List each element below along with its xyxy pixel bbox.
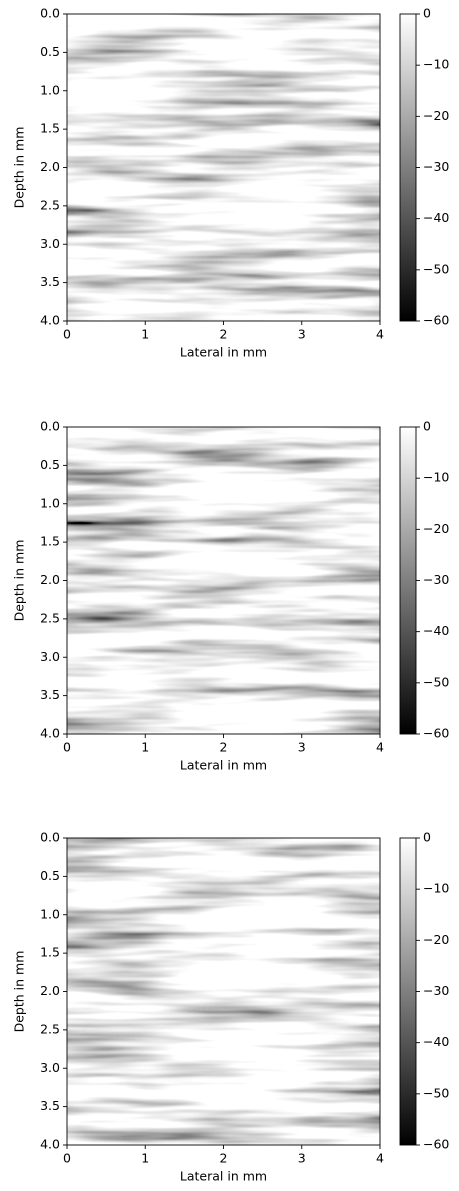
x-tick-label: 2 bbox=[220, 327, 228, 342]
colorbar-tick-label: −50 bbox=[423, 1085, 449, 1100]
colorbar-tick-label: −20 bbox=[423, 932, 449, 947]
x-tick-label: 4 bbox=[376, 1151, 384, 1166]
colorbar-tick-label: 0 bbox=[423, 419, 431, 434]
colorbar-tick-label: −40 bbox=[423, 210, 449, 225]
colorbar-tick-label: −30 bbox=[423, 159, 449, 174]
colorbar-tick-label: −40 bbox=[423, 623, 449, 638]
y-tick-label: 0.0 bbox=[40, 830, 60, 845]
y-tick-label: 0.5 bbox=[40, 457, 60, 472]
y-tick-label: 2.0 bbox=[40, 983, 60, 998]
y-tick-label: 1.0 bbox=[40, 495, 60, 510]
y-tick-label: 0.0 bbox=[40, 419, 60, 434]
y-tick-label: 1.0 bbox=[40, 82, 60, 97]
x-tick-label: 3 bbox=[298, 1151, 306, 1166]
x-tick-label: 3 bbox=[298, 740, 306, 755]
y-tick-label: 3.5 bbox=[40, 274, 60, 289]
y-tick-label: 2.0 bbox=[40, 572, 60, 587]
colorbar-tick-label: −60 bbox=[423, 313, 449, 328]
y-tick-label: 1.0 bbox=[40, 906, 60, 921]
x-tick-label: 2 bbox=[220, 1151, 228, 1166]
x-tick-label: 4 bbox=[376, 327, 384, 342]
colorbar-tick-label: −20 bbox=[423, 108, 449, 123]
colorbar-tick-label: −10 bbox=[423, 881, 449, 896]
y-tick-label: 3.5 bbox=[40, 1098, 60, 1113]
x-tick-label: 0 bbox=[63, 327, 71, 342]
speckle-image bbox=[67, 427, 380, 734]
y-tick-label: 1.5 bbox=[40, 945, 60, 960]
y-tick-label: 3.0 bbox=[40, 649, 60, 664]
y-tick-label: 1.5 bbox=[40, 534, 60, 549]
x-tick-label: 0 bbox=[63, 740, 71, 755]
colorbar-tick-label: −50 bbox=[423, 261, 449, 276]
x-tick-label: 1 bbox=[141, 1151, 149, 1166]
x-tick-label: 0 bbox=[63, 1151, 71, 1166]
colorbar bbox=[399, 837, 417, 1146]
colorbar-tick-label: −60 bbox=[423, 1137, 449, 1152]
x-tick-label: 4 bbox=[376, 740, 384, 755]
x-tick-label: 1 bbox=[141, 327, 149, 342]
y-tick-label: 3.0 bbox=[40, 1060, 60, 1075]
y-tick-label: 2.5 bbox=[40, 197, 60, 212]
x-axis-label: Lateral in mm bbox=[180, 758, 267, 773]
y-axis-label: Depth in mm bbox=[12, 127, 27, 209]
colorbar bbox=[399, 13, 417, 322]
speckle-image bbox=[67, 14, 380, 321]
x-axis-label: Lateral in mm bbox=[180, 345, 267, 360]
x-axis-label: Lateral in mm bbox=[180, 1169, 267, 1184]
colorbar-tick-label: −30 bbox=[423, 983, 449, 998]
colorbar-tick-label: −30 bbox=[423, 572, 449, 587]
y-tick-label: 4.0 bbox=[40, 1137, 60, 1152]
colorbar-tick-label: −40 bbox=[423, 1034, 449, 1049]
colorbar-tick-label: −10 bbox=[423, 57, 449, 72]
colorbar-tick-label: −50 bbox=[423, 674, 449, 689]
y-tick-label: 2.0 bbox=[40, 159, 60, 174]
x-tick-label: 2 bbox=[220, 740, 228, 755]
x-tick-label: 1 bbox=[141, 740, 149, 755]
y-axis-label: Depth in mm bbox=[12, 951, 27, 1033]
y-tick-label: 1.5 bbox=[40, 121, 60, 136]
y-axis-label: Depth in mm bbox=[12, 540, 27, 622]
y-tick-label: 2.5 bbox=[40, 1021, 60, 1036]
y-tick-label: 0.5 bbox=[40, 44, 60, 59]
colorbar bbox=[399, 426, 417, 735]
colorbar-tick-label: 0 bbox=[423, 830, 431, 845]
y-tick-label: 4.0 bbox=[40, 726, 60, 741]
colorbar-tick-label: −10 bbox=[423, 470, 449, 485]
speckle-image bbox=[67, 838, 380, 1145]
colorbar-tick-label: 0 bbox=[423, 6, 431, 21]
y-tick-label: 2.5 bbox=[40, 610, 60, 625]
y-tick-label: 3.0 bbox=[40, 236, 60, 251]
y-tick-label: 0.5 bbox=[40, 868, 60, 883]
x-tick-label: 3 bbox=[298, 327, 306, 342]
colorbar-tick-label: −20 bbox=[423, 521, 449, 536]
y-tick-label: 4.0 bbox=[40, 313, 60, 328]
y-tick-label: 0.0 bbox=[40, 6, 60, 21]
y-tick-label: 3.5 bbox=[40, 687, 60, 702]
colorbar-tick-label: −60 bbox=[423, 726, 449, 741]
